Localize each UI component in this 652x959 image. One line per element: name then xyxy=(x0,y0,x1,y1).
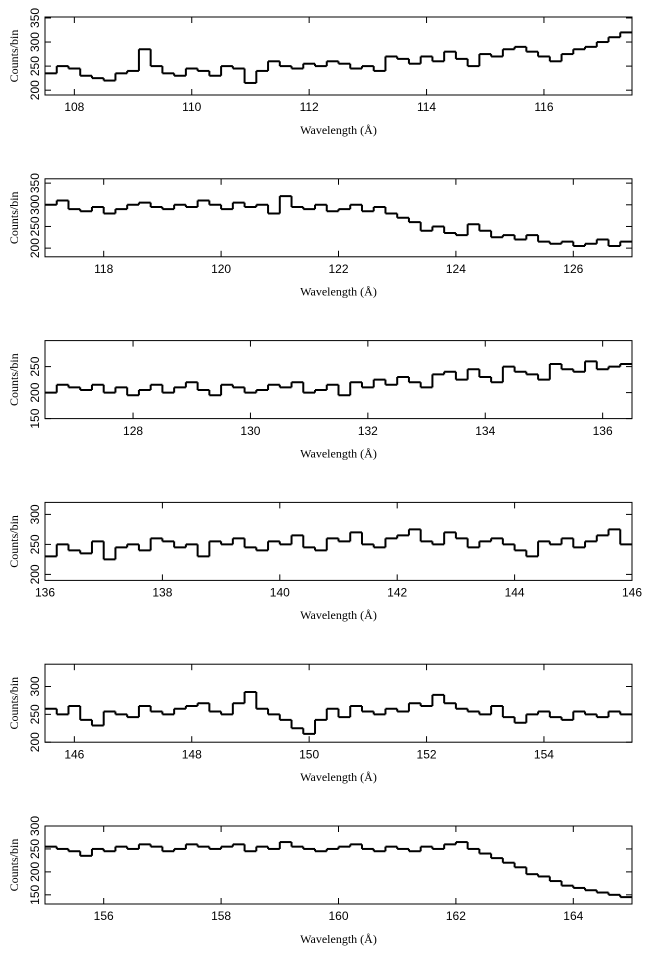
x-tick-label: 112 xyxy=(300,100,319,114)
y-tick-label: 250 xyxy=(28,534,42,554)
x-axis-label: Wavelength (Å) xyxy=(300,285,377,299)
x-tick-label: 154 xyxy=(534,747,554,761)
x-tick-label: 108 xyxy=(64,100,84,114)
x-axis-label: Wavelength (Å) xyxy=(300,123,377,137)
x-tick-label: 162 xyxy=(446,909,466,923)
plot-frame xyxy=(44,178,633,258)
x-tick-label: 110 xyxy=(182,100,201,114)
plot-frame xyxy=(44,663,633,743)
y-axis-label: Counts/bin xyxy=(7,353,21,406)
y-tick-label: 250 xyxy=(28,356,42,376)
x-tick-label: 150 xyxy=(299,747,319,761)
y-tick-label: 300 xyxy=(28,816,42,836)
y-axis-label: Counts/bin xyxy=(7,515,21,568)
x-tick-label: 136 xyxy=(593,424,613,438)
plot-frame xyxy=(44,340,633,420)
x-tick-label: 160 xyxy=(328,909,348,923)
y-tick-label: 350 xyxy=(28,8,42,28)
x-tick-label: 122 xyxy=(328,262,348,276)
y-tick-label: 200 xyxy=(28,862,42,882)
x-tick-label: 146 xyxy=(64,747,84,761)
y-tick-label: 200 xyxy=(28,80,42,100)
x-tick-label: 132 xyxy=(358,424,378,438)
x-tick-label: 114 xyxy=(417,100,436,114)
x-tick-label: 142 xyxy=(387,586,407,600)
y-tick-label: 250 xyxy=(28,839,42,859)
y-tick-label: 250 xyxy=(28,56,42,76)
x-tick-label: 158 xyxy=(211,909,231,923)
y-axis-label: Counts/bin xyxy=(7,30,21,83)
x-tick-label: 126 xyxy=(563,262,583,276)
y-tick-label: 300 xyxy=(28,504,42,524)
plot-frame xyxy=(44,825,633,905)
plot-frame xyxy=(44,16,633,96)
x-tick-label: 118 xyxy=(94,262,113,276)
x-tick-label: 164 xyxy=(563,909,583,923)
y-tick-label: 250 xyxy=(28,704,42,724)
x-tick-label: 130 xyxy=(240,424,260,438)
y-tick-label: 300 xyxy=(28,676,42,696)
x-tick-label: 120 xyxy=(211,262,231,276)
x-tick-label: 146 xyxy=(622,586,642,600)
y-tick-label: 200 xyxy=(28,238,42,258)
x-tick-label: 136 xyxy=(35,586,55,600)
x-tick-label: 152 xyxy=(417,747,437,761)
x-tick-label: 144 xyxy=(505,586,525,600)
x-tick-label: 140 xyxy=(270,586,290,600)
x-tick-label: 134 xyxy=(475,424,495,438)
x-tick-label: 116 xyxy=(534,100,553,114)
x-axis-label: Wavelength (Å) xyxy=(300,608,377,622)
y-tick-label: 150 xyxy=(28,408,42,428)
x-tick-label: 128 xyxy=(123,424,143,438)
plot-frame xyxy=(44,501,633,581)
x-axis-label: Wavelength (Å) xyxy=(300,770,377,784)
y-tick-label: 300 xyxy=(28,194,42,214)
y-tick-label: 200 xyxy=(28,564,42,584)
y-tick-label: 350 xyxy=(28,173,42,193)
y-tick-label: 150 xyxy=(28,884,42,904)
x-tick-label: 148 xyxy=(182,747,202,761)
y-axis-label: Counts/bin xyxy=(7,677,21,730)
y-tick-label: 250 xyxy=(28,216,42,236)
x-axis-label: Wavelength (Å) xyxy=(300,446,377,460)
x-tick-label: 156 xyxy=(94,909,114,923)
x-tick-label: 124 xyxy=(446,262,466,276)
x-axis-label: Wavelength (Å) xyxy=(300,932,377,946)
y-tick-label: 200 xyxy=(28,732,42,752)
y-axis-label: Counts/bin xyxy=(7,839,21,892)
y-tick-label: 200 xyxy=(28,382,42,402)
y-tick-label: 300 xyxy=(28,32,42,52)
x-tick-label: 138 xyxy=(152,586,172,600)
y-axis-label: Counts/bin xyxy=(7,191,21,244)
